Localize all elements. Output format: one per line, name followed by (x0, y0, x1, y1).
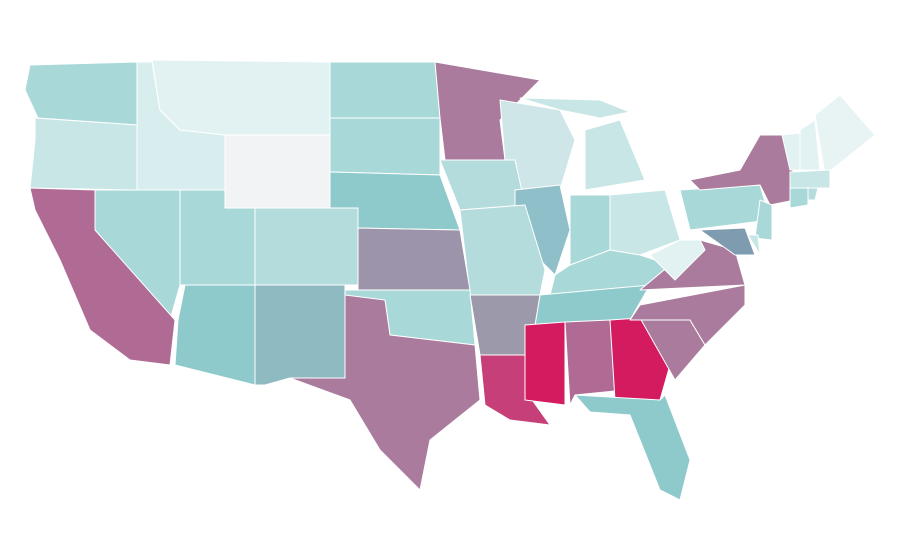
state (574, 394, 691, 501)
state (254, 284, 346, 386)
state (29, 187, 176, 366)
state (584, 119, 646, 191)
state (519, 97, 631, 119)
state (224, 134, 331, 209)
state (151, 59, 331, 136)
state (174, 284, 256, 386)
state (609, 189, 681, 256)
state (524, 321, 566, 406)
state (564, 319, 626, 406)
state (814, 94, 876, 176)
state (789, 187, 809, 209)
state (29, 117, 138, 191)
state (329, 117, 441, 176)
state (357, 227, 471, 291)
state (699, 227, 756, 256)
state (789, 169, 831, 189)
state (329, 61, 441, 119)
state (24, 61, 138, 126)
state (807, 187, 819, 201)
state (439, 159, 526, 211)
state (254, 207, 359, 286)
state (649, 239, 706, 281)
state (754, 199, 773, 241)
state (747, 234, 761, 256)
